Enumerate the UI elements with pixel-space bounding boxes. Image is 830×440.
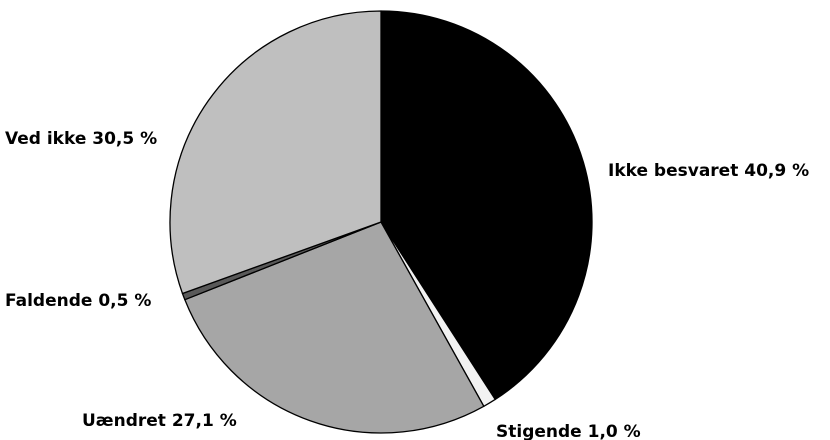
- slice-label-ved-ikke: Ved ikke 30,5 %: [5, 129, 157, 149]
- slice-label-ikke-besvaret: Ikke besvaret 40,9 %: [608, 161, 809, 181]
- pie-slices: [169, 10, 593, 434]
- slice-label-uaendret: Uændret 27,1 %: [82, 411, 237, 431]
- pie-slice-ved-ikke: [169, 10, 382, 295]
- pie-labels: Ikke besvaret 40,9 % Stigende 1,0 % Uænd…: [5, 129, 809, 440]
- pie-slice-ikke-besvaret: [380, 10, 593, 401]
- pie-slice-uaendret: [184, 221, 485, 434]
- slice-label-stigende: Stigende 1,0 %: [496, 422, 641, 440]
- slice-label-faldende: Faldende 0,5 %: [5, 291, 151, 311]
